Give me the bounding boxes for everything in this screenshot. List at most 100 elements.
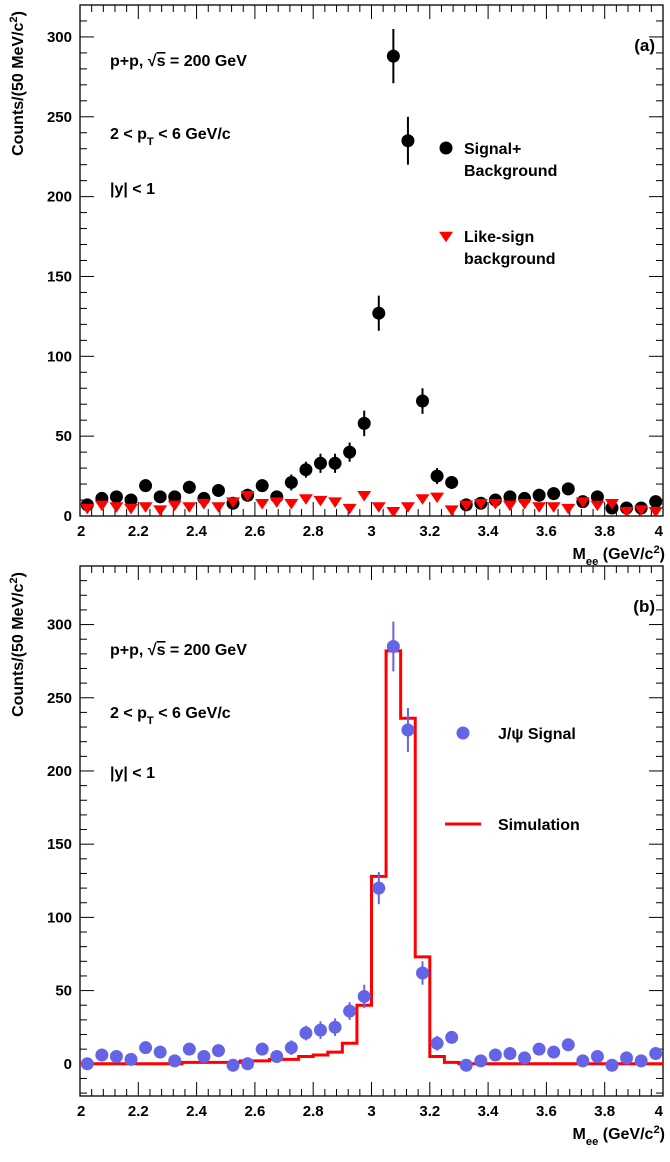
x-tick-label: 2.8 bbox=[303, 1103, 324, 1120]
data-point-signal-background bbox=[547, 487, 561, 501]
x-tick-label: 2.6 bbox=[244, 1103, 265, 1120]
data-point-signal-background bbox=[590, 490, 604, 504]
annotation-text: p+p, √s = 200 GeV bbox=[110, 53, 247, 70]
y-tick-label: 150 bbox=[47, 836, 72, 853]
x-tick-label: 3.8 bbox=[594, 523, 615, 540]
data-point-signal-background bbox=[139, 479, 153, 493]
x-axis-label: Mee (GeV/c2) bbox=[573, 544, 665, 568]
data-point-like-sign-background bbox=[342, 503, 357, 515]
data-point-j-signal bbox=[328, 1020, 342, 1034]
data-point-like-sign-background bbox=[517, 499, 532, 510]
x-tick-label: 2 bbox=[77, 1103, 85, 1120]
data-point-j-signal bbox=[313, 1023, 327, 1037]
data-point-j-signal bbox=[518, 1051, 532, 1065]
chart-panel-b: 2 2.2 2.4 2.6 2.8 3 3.2 3.4 3.6 3.8 4 0 50 100 150 200 2… bbox=[8, 565, 665, 1148]
legend-label: background bbox=[464, 251, 556, 268]
data-point-j-signal bbox=[284, 1041, 298, 1055]
x-tick-label: 2.8 bbox=[303, 523, 324, 540]
data-point-j-signal bbox=[197, 1049, 211, 1063]
x-tick-label: 2 bbox=[77, 523, 85, 540]
data-point-like-sign-background bbox=[269, 497, 284, 508]
data-point-signal-background bbox=[372, 306, 386, 320]
legend-label: J/ψ Signal bbox=[498, 726, 576, 743]
data-point-signal-background bbox=[401, 134, 415, 148]
annotation-text: 2 < pT < 6 GeV/c bbox=[110, 126, 231, 148]
y-tick-label: 50 bbox=[55, 428, 72, 445]
data-point-like-sign-background bbox=[575, 497, 590, 508]
data-point-j-signal bbox=[474, 1054, 488, 1068]
x-tick-label: 2.2 bbox=[128, 523, 149, 540]
legend-marker-triangle bbox=[439, 231, 453, 243]
data-point-signal-background bbox=[561, 482, 575, 496]
y-tick-label: 50 bbox=[55, 983, 72, 1000]
x-tick-label: 2.2 bbox=[128, 1103, 149, 1120]
data-point-j-signal bbox=[124, 1052, 138, 1066]
data-point-signal-background bbox=[313, 456, 327, 470]
legend-marker-circle bbox=[439, 141, 453, 155]
legend-label: Background bbox=[464, 163, 557, 180]
data-point-like-sign-background bbox=[561, 503, 576, 515]
data-point-like-sign-background bbox=[182, 502, 197, 513]
y-tick-label: 150 bbox=[47, 268, 72, 285]
data-point-j-signal bbox=[634, 1054, 648, 1068]
panel-label: (a) bbox=[634, 36, 655, 55]
data-point-j-signal bbox=[211, 1044, 225, 1058]
x-tick-label: 4 bbox=[655, 523, 664, 540]
data-point-j-signal bbox=[503, 1047, 517, 1061]
data-point-signal-background bbox=[357, 416, 371, 430]
data-point-like-sign-background bbox=[167, 500, 182, 512]
y-tick-label: 250 bbox=[47, 109, 72, 126]
data-point-j-signal bbox=[532, 1042, 546, 1056]
legend-entry: Signal+ Background bbox=[439, 141, 557, 180]
x-tick-label: 3 bbox=[367, 523, 375, 540]
data-point-j-signal bbox=[547, 1045, 561, 1059]
data-point-like-sign-background bbox=[473, 499, 488, 510]
data-point-signal-background bbox=[343, 445, 357, 459]
y-axis-label: Counts/(50 MeV/c2) bbox=[8, 572, 27, 717]
data-point-like-sign-background bbox=[313, 495, 328, 507]
data-point-signal-background bbox=[328, 456, 342, 470]
data-point-j-signal bbox=[343, 1004, 357, 1018]
data-point-signal-background bbox=[386, 49, 400, 63]
y-tick-label: 200 bbox=[47, 189, 72, 206]
data-point-signal-background bbox=[532, 488, 546, 502]
x-tick-label: 3.2 bbox=[419, 523, 440, 540]
data-point-j-signal bbox=[255, 1042, 269, 1056]
legend-label: Simulation bbox=[498, 817, 580, 834]
legend-label: Like-sign bbox=[464, 229, 534, 246]
annotation-text: |y| < 1 bbox=[110, 765, 155, 782]
data-point-j-signal bbox=[445, 1030, 459, 1044]
data-point-j-signal bbox=[386, 640, 400, 654]
data-point-like-sign-background bbox=[240, 491, 255, 502]
x-tick-label: 2.6 bbox=[244, 523, 265, 540]
data-point-signal-background bbox=[255, 479, 269, 493]
data-point-like-sign-background bbox=[94, 500, 109, 512]
data-point-j-signal bbox=[488, 1048, 502, 1062]
data-point-signal-background bbox=[168, 490, 182, 504]
data-layer bbox=[80, 621, 663, 1072]
data-point-like-sign-background bbox=[590, 500, 605, 512]
data-point-signal-background bbox=[430, 469, 444, 483]
data-point-j-signal bbox=[620, 1051, 634, 1065]
x-tick-label: 3.8 bbox=[594, 1103, 615, 1120]
y-tick-label: 200 bbox=[47, 763, 72, 780]
data-point-signal-background bbox=[284, 475, 298, 489]
data-point-j-signal bbox=[109, 1049, 123, 1063]
annotation-text: p+p, √s = 200 GeV bbox=[110, 642, 247, 659]
x-tick-label: 2.4 bbox=[186, 1103, 208, 1120]
data-point-j-signal bbox=[226, 1058, 240, 1072]
data-point-j-signal bbox=[649, 1047, 663, 1061]
data-point-like-sign-background bbox=[634, 505, 649, 516]
data-point-signal-background bbox=[211, 483, 225, 497]
data-point-j-signal bbox=[590, 1049, 604, 1063]
data-point-like-sign-background bbox=[328, 497, 343, 508]
data-layer bbox=[80, 28, 663, 516]
data-point-signal-background bbox=[445, 475, 459, 489]
data-point-j-signal bbox=[95, 1048, 109, 1062]
data-point-like-sign-background bbox=[444, 505, 459, 516]
annotation-text: |y| < 1 bbox=[110, 181, 155, 198]
plot-frame bbox=[79, 4, 664, 517]
y-tick-label: 300 bbox=[47, 29, 72, 46]
data-point-j-signal bbox=[139, 1041, 153, 1055]
data-point-like-sign-background bbox=[357, 491, 372, 502]
